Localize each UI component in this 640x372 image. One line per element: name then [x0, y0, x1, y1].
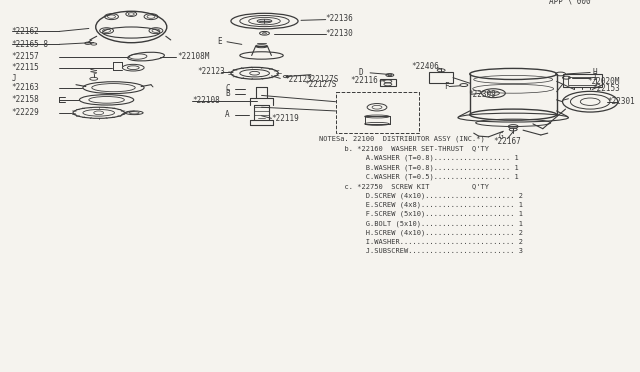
Text: *22130: *22130	[326, 29, 353, 38]
Bar	[380, 79, 396, 86]
Bar	[563, 74, 602, 87]
Text: *22123: *22123	[197, 67, 225, 76]
Text: *22119: *22119	[271, 114, 299, 123]
Text: *22020M: *22020M	[588, 77, 620, 86]
Text: *22229: *22229	[12, 108, 40, 117]
Text: *22116: *22116	[350, 76, 378, 85]
Text: D: D	[358, 68, 363, 77]
Text: *22165-8: *22165-8	[12, 40, 49, 49]
Text: D.SCREW (4x10)..................... 2: D.SCREW (4x10)..................... 2	[319, 192, 523, 199]
Text: *22162: *22162	[12, 27, 40, 36]
Bar	[429, 72, 453, 83]
Text: NOTESa. 22100  DISTRIBUTOR ASSY (INC.*): NOTESa. 22100 DISTRIBUTOR ASSY (INC.*)	[319, 136, 484, 142]
Text: *22153: *22153	[592, 84, 620, 93]
Text: G.BOLT (5x10)...................... 1: G.BOLT (5x10)...................... 1	[319, 220, 523, 227]
Text: *22163: *22163	[12, 83, 40, 92]
Text: G: G	[499, 132, 503, 141]
Text: J.SUBSCREW......................... 3: J.SUBSCREW......................... 3	[319, 248, 523, 254]
Text: APP \ 000: APP \ 000	[549, 0, 591, 5]
Text: *22127S: *22127S	[304, 80, 337, 89]
Text: *22123: *22123	[284, 75, 312, 84]
Text: J: J	[12, 74, 17, 83]
Text: H: H	[592, 68, 596, 77]
Text: H.SCREW (4x10)..................... 2: H.SCREW (4x10)..................... 2	[319, 230, 523, 236]
Text: *22309: *22309	[468, 90, 497, 99]
Text: *22127S: *22127S	[306, 75, 339, 84]
Text: C.WASHER (T=0.5).................. 1: C.WASHER (T=0.5).................. 1	[319, 173, 519, 180]
Ellipse shape	[257, 19, 272, 23]
Bar	[335, 93, 419, 133]
Text: *22108M: *22108M	[178, 52, 210, 61]
Text: F.SCREW (5x10)..................... 1: F.SCREW (5x10)..................... 1	[319, 211, 523, 217]
Text: *22158: *22158	[12, 95, 40, 105]
Text: B: B	[225, 89, 230, 98]
Text: *22115: *22115	[12, 63, 40, 72]
Text: E.SCREW (4x8)...................... 1: E.SCREW (4x8)...................... 1	[319, 202, 523, 208]
Text: *22406: *22406	[412, 62, 439, 71]
Text: *22136: *22136	[326, 14, 353, 23]
Text: b. *22160  WASHER SET-THRUST  Q'TY: b. *22160 WASHER SET-THRUST Q'TY	[319, 145, 489, 151]
Text: I: I	[592, 73, 596, 82]
Text: A: A	[225, 110, 230, 119]
Text: *22301: *22301	[607, 97, 635, 106]
Text: *22167: *22167	[493, 137, 521, 146]
Text: *22157: *22157	[12, 52, 40, 61]
Text: I.WASHER........................... 2: I.WASHER........................... 2	[319, 239, 523, 245]
Text: C: C	[225, 84, 230, 93]
Text: *22108: *22108	[193, 96, 220, 105]
Bar	[568, 77, 596, 85]
Text: c. *22750  SCREW KIT          Q'TY: c. *22750 SCREW KIT Q'TY	[319, 183, 489, 189]
Text: B.WASHER (T=0.8).................. 1: B.WASHER (T=0.8).................. 1	[319, 164, 519, 170]
Text: A.WASHER (T=0.8).................. 1: A.WASHER (T=0.8).................. 1	[319, 155, 519, 161]
Text: E: E	[217, 37, 221, 46]
Text: F: F	[444, 83, 449, 92]
